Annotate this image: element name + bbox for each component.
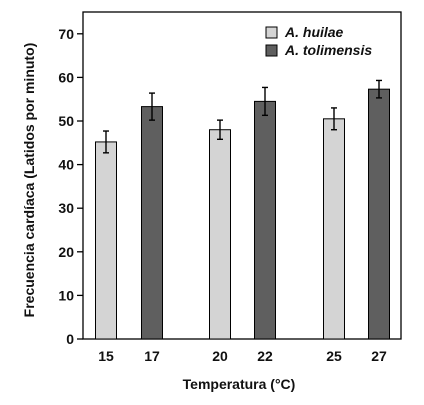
y-tick-label: 60 (58, 69, 74, 85)
y-tick-label: 0 (66, 331, 74, 347)
y-tick-label: 40 (58, 157, 74, 173)
x-tick-label: 15 (98, 348, 114, 364)
y-tick-label: 20 (58, 244, 74, 260)
legend-swatch-a-huilae (265, 26, 278, 39)
bar-a-tolimensis-17 (141, 106, 163, 340)
y-axis-title: Frecuencia cardíaca (Latidos por minuto) (21, 43, 37, 318)
y-tick-label: 10 (58, 287, 74, 303)
x-tick-label: 25 (326, 348, 342, 364)
plot-area: 0 10 20 30 40 50 60 70 15 20 25 17 22 27 (58, 11, 402, 364)
legend: A. huilae A. tolimensis (265, 24, 372, 58)
x-axis-title: Temperatura (°C) (183, 376, 296, 392)
legend-swatch-a-tolimensis (265, 44, 278, 57)
legend-label-a-huilae: A. huilae (284, 24, 344, 40)
bar-a-huilae-15 (95, 141, 117, 340)
x-tick-label: 17 (144, 348, 160, 364)
x-tick-label: 27 (371, 348, 387, 364)
plot-frame (82, 11, 402, 340)
bar-a-huilae-25 (323, 118, 345, 340)
x-tick-label: 22 (257, 348, 273, 364)
legend-label-a-tolimensis: A. tolimensis (284, 42, 372, 58)
x-tick-label: 20 (212, 348, 228, 364)
y-tick-label: 50 (58, 113, 74, 129)
y-tick-label: 70 (58, 26, 74, 42)
bar-a-tolimensis-27 (368, 88, 390, 340)
bar-a-tolimensis-22 (254, 100, 276, 340)
y-tick-label: 30 (58, 200, 74, 216)
bar-a-huilae-20 (209, 129, 231, 340)
